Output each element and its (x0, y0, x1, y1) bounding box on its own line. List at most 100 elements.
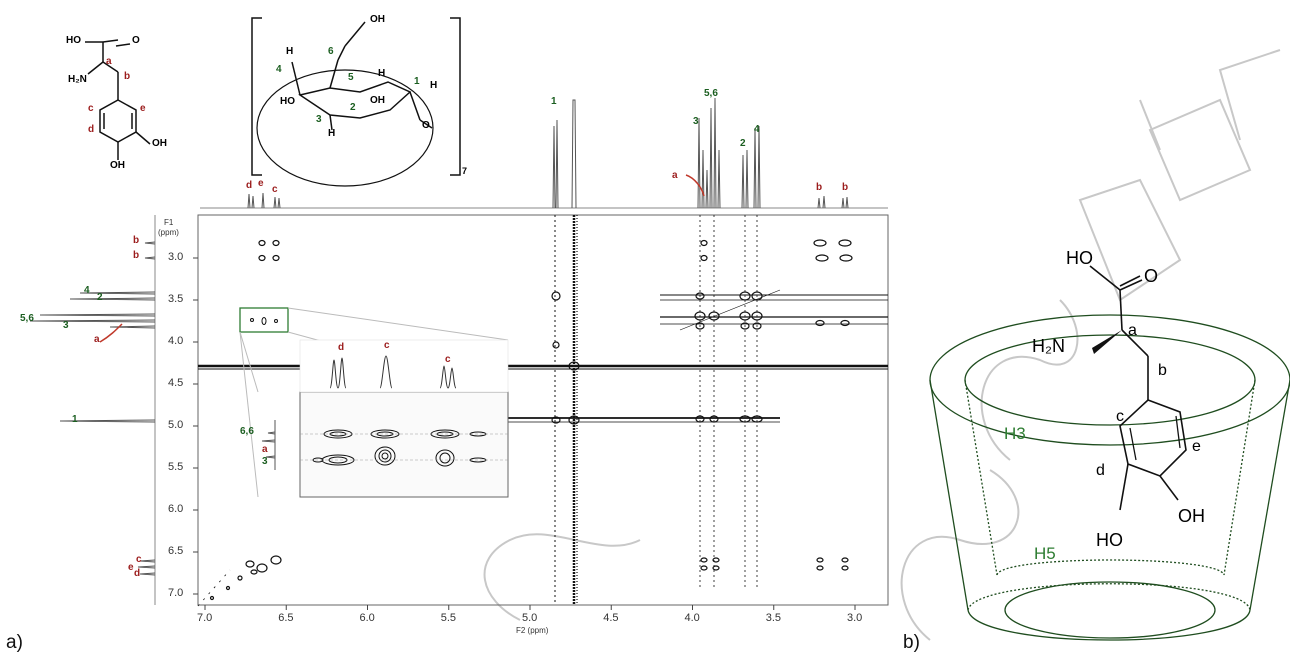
ldopa-oh1: OH (152, 138, 167, 149)
wedge-bond (1092, 330, 1122, 354)
ldopa-a: a (106, 56, 112, 67)
top-label-1: 1 (551, 96, 557, 107)
cd-n5: 5 (348, 72, 354, 83)
cd-cavity-model (929, 314, 1290, 641)
zoom-inset (239, 307, 509, 498)
ldopa-e: e (140, 103, 146, 114)
r-h2n: H₂N (1032, 336, 1065, 356)
f2-tick-label: 3.5 (765, 612, 782, 624)
r-ho2: HO (1096, 530, 1123, 550)
f1-tick-label: 5.0 (168, 419, 184, 431)
left-arrow-a (99, 323, 123, 343)
cyclodextrin-structure (251, 17, 461, 187)
ldopa-oh2: OH (110, 160, 125, 171)
r-a: a (1128, 322, 1137, 339)
f2-tick-label: 5.0 (522, 612, 538, 624)
left-label-56: 5,6 (20, 313, 34, 324)
left-label-a: a (94, 334, 100, 345)
cd-h-4: H (430, 80, 438, 91)
r-oh: OH (1178, 506, 1205, 526)
inset-label-c1: c (384, 340, 390, 351)
f1-tick-label: 3.5 (168, 293, 184, 305)
cd-o: O (422, 120, 430, 131)
f2-tick-label: 6.0 (359, 612, 375, 624)
left-label-b1: b (133, 235, 140, 246)
f2-tick-label: 7.0 (197, 612, 213, 624)
panel-label-a: a) (6, 632, 23, 653)
f1-tick-label: 4.0 (168, 335, 184, 347)
f2-ticks (204, 605, 856, 610)
inset-label-c2: c (445, 354, 451, 365)
ldopa-nh2: H₂N (68, 74, 87, 85)
cd-ho: HO (280, 96, 295, 107)
f2-tick-label: 4.0 (684, 612, 700, 624)
f2-title: F2 (ppm) (516, 626, 549, 635)
inset-label-3: 3 (262, 456, 268, 467)
top-label-2: 2 (740, 138, 746, 149)
f2-tick-label: 6.5 (278, 612, 294, 624)
f1-tick-label: 3.0 (168, 251, 184, 263)
top-label-4: 4 (754, 124, 760, 135)
ldopa-b: b (124, 71, 131, 82)
inset-label-a: a (262, 444, 268, 455)
f1-tick-label: 7.0 (168, 587, 184, 599)
f2-tick-label: 5.5 (440, 612, 457, 624)
top-label-b1: b (816, 182, 823, 193)
left-label-3: 3 (63, 320, 69, 331)
plot-frame (197, 214, 889, 606)
r-d: d (1096, 462, 1105, 479)
top-arrow-a (685, 174, 705, 197)
cd-n4: 4 (276, 64, 282, 75)
watermark (483, 49, 1281, 641)
ldopa-c: c (88, 103, 94, 114)
f1-unit: (ppm) (158, 228, 179, 237)
top-label-b2: b (842, 182, 849, 193)
cd-n2: 2 (350, 102, 356, 113)
top-label-3: 3 (693, 116, 699, 127)
f1-tick-label: 5.5 (168, 461, 184, 473)
left-label-d: d (134, 568, 141, 579)
f2-tick-label: 4.5 (603, 612, 619, 624)
cd-n1: 1 (414, 76, 420, 87)
left-label-1: 1 (72, 414, 78, 425)
inset-label-d: d (338, 342, 345, 353)
top-label-56: 5,6 (704, 88, 718, 99)
f1-tick-label: 6.5 (168, 545, 184, 557)
r-h5: H5 (1034, 544, 1056, 563)
ldopa-d: d (88, 124, 95, 135)
f2-tick-label: 3.0 (847, 612, 863, 624)
top-label-d: d (246, 180, 253, 191)
cd-n6: 6 (328, 46, 334, 57)
cd-h-2: H (378, 68, 386, 79)
f1-ticks (193, 257, 198, 595)
cd-n3: 3 (316, 114, 322, 125)
r-h3: H3 (1004, 424, 1026, 443)
ldopa-structure-right (1089, 265, 1187, 511)
inset-label-56: 6,6 (240, 426, 254, 437)
r-b: b (1158, 362, 1167, 379)
r-o: O (1144, 266, 1159, 286)
left-1d-spectrum (29, 215, 156, 605)
r-ho: HO (1066, 248, 1093, 268)
left-label-b2: b (133, 250, 140, 261)
ldopa-o: O (132, 35, 140, 46)
f1-title: F1 (164, 218, 174, 227)
f1-tick-label: 6.0 (168, 503, 184, 515)
cd-subscript: 7 (462, 166, 468, 176)
r-c: c (1116, 408, 1124, 425)
ldopa-ho: HO (66, 35, 81, 46)
cd-oh-ring: OH (370, 95, 385, 106)
r-e: e (1192, 438, 1201, 455)
top-label-a: a (672, 170, 678, 181)
left-label-4: 4 (84, 285, 90, 296)
top-1d-spectrum (200, 97, 888, 209)
ldopa-structure (85, 39, 151, 160)
left-label-e: e (128, 562, 134, 573)
panel-label-b: b) (903, 632, 920, 653)
cd-h-1: H (286, 46, 294, 57)
cd-h-3: H (328, 128, 336, 139)
left-label-c: c (136, 554, 142, 565)
cd-oh: OH (370, 14, 385, 25)
left-label-2: 2 (97, 292, 103, 303)
